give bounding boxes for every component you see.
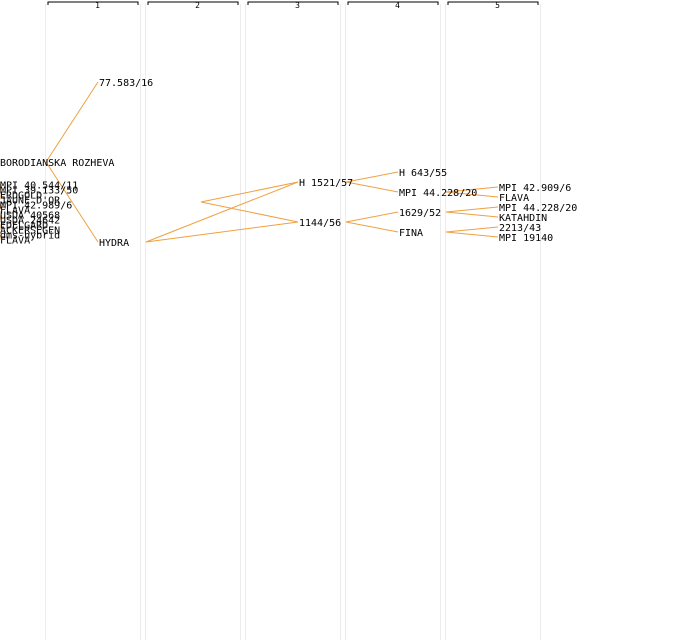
pedigree-edge	[445, 211, 499, 218]
pedigree-node-label: H 1521/57	[299, 178, 353, 189]
generation-columns: 1 2 3 4 5	[45, 1, 541, 640]
pedigree-edge	[200, 181, 299, 203]
pedigree-edge	[45, 161, 99, 243]
pedigree-node-label: 1144/56	[299, 218, 341, 229]
generation-bracket	[347, 1, 439, 5]
generation-header: 4	[395, 1, 400, 10]
pedigree-node-label: ERDGOLD	[0, 191, 42, 202]
pedigree-node-label: 1629/52	[399, 208, 441, 219]
pedigree-node-label: MPI 19140	[499, 233, 553, 244]
pedigree-node-label: FLAVA	[0, 206, 30, 217]
pedigree-edge	[145, 181, 299, 243]
pedigree-node-label: FLAVA	[0, 236, 30, 247]
generation-header: 1	[95, 1, 100, 10]
generation-bracket	[247, 1, 339, 5]
pedigree-node-label: MPI 40.544/11	[0, 181, 78, 192]
generation-bracket	[447, 1, 539, 5]
pedigree-node-label: 2213/43	[499, 223, 541, 234]
pedigree-node-label: MPI 42.909/6	[499, 183, 571, 194]
pedigree-edge	[345, 221, 399, 233]
pedigree-node-label: USDA 40568	[0, 211, 60, 222]
pedigree-edge	[345, 211, 399, 223]
pedigree-node-label: MPI 44.228/20	[399, 188, 477, 199]
pedigree-edge	[445, 231, 499, 238]
pedigree-node-label: MPI 42.989/6	[0, 201, 72, 212]
pedigree-nodes: BORODIANSKA ROZHEVA 77.583/16 HYDRA H 1521/…	[0, 78, 577, 249]
generation-header: 2	[195, 1, 200, 10]
pedigree-node-label: 77.583/16	[99, 78, 153, 89]
generation-header: 5	[495, 1, 500, 10]
pedigree-node-label: HYDRA	[99, 238, 129, 249]
generation-bracket	[147, 1, 239, 5]
pedigree-node-label: FLAVA	[499, 193, 529, 204]
pedigree-edge	[200, 201, 299, 223]
pedigree-node-label: MPI 44.228/20	[499, 203, 577, 214]
pedigree-edge	[45, 81, 99, 163]
pedigree-node-label: JAUNE D'OR	[0, 196, 61, 207]
pedigree-edge	[445, 186, 499, 193]
pedigree-edge	[345, 171, 399, 183]
pedigree-edge	[345, 181, 399, 193]
pedigree-node-label: KATAHDIN	[499, 213, 547, 224]
pedigree-edge	[445, 206, 499, 213]
pedigree-edge	[445, 191, 499, 198]
pedigree-node-label: MPI 39.133/50	[0, 186, 78, 197]
pedigree-node-label: FINA	[399, 228, 423, 239]
pedigree-node-label: EDELGARD	[0, 221, 48, 232]
generation-bracket	[47, 1, 139, 5]
pedigree-node-label: dms-hybrid	[0, 231, 60, 242]
pedigree-node-label: USDA 24642	[0, 216, 60, 227]
pedigree-edge	[145, 221, 299, 243]
pedigree-edge	[445, 226, 499, 233]
generation-header: 3	[295, 1, 300, 10]
pedigree-node-label: BORODIANSKA ROZHEVA	[0, 158, 114, 169]
pedigree-node-label: H 643/55	[399, 168, 447, 179]
pedigree-edges	[0, 81, 499, 243]
pedigree-node-label: ACKERSEGEN	[0, 226, 60, 237]
